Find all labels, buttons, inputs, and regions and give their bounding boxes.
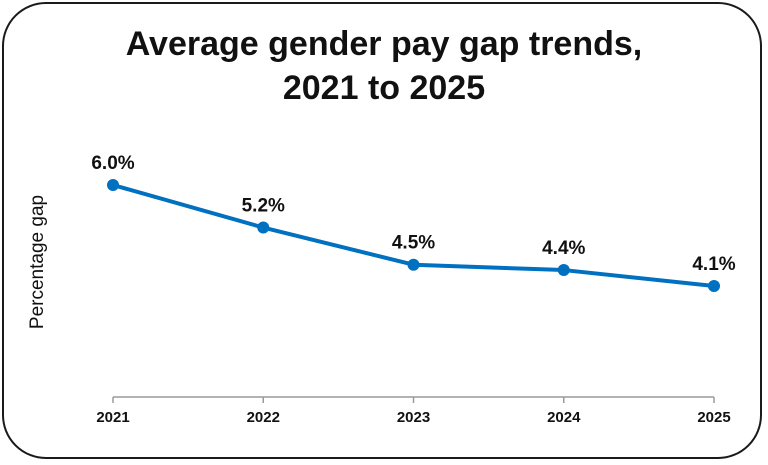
- data-label: 4.4%: [542, 238, 585, 259]
- x-tick-label: 2024: [547, 409, 581, 426]
- data-label: 4.5%: [392, 233, 435, 254]
- data-label: 6.0%: [91, 153, 134, 174]
- chart-title-line-2: 2021 to 2025: [282, 69, 486, 107]
- data-point: [257, 221, 270, 234]
- data-label: 5.2%: [242, 196, 285, 217]
- chart-frame: [2, 2, 762, 459]
- chart-title-line-1: Average gender pay gap trends,: [125, 25, 643, 63]
- data-label: 4.1%: [692, 254, 735, 275]
- data-point: [708, 280, 720, 292]
- data-point: [107, 179, 119, 191]
- x-tick-label: 2025: [697, 409, 730, 426]
- data-point: [407, 258, 420, 271]
- x-tick-label: 2023: [397, 409, 430, 426]
- x-tick-label: 2022: [247, 409, 280, 426]
- data-point: [557, 264, 570, 277]
- x-tick-label: 2021: [96, 409, 129, 426]
- chart-title: Average gender pay gap trends, 2021 to 2…: [0, 22, 768, 110]
